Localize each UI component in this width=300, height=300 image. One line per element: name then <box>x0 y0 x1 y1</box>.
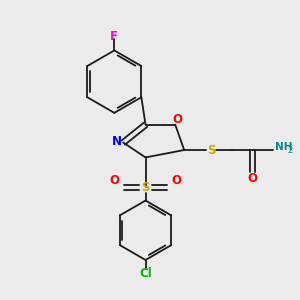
Text: Cl: Cl <box>139 267 152 280</box>
Text: S: S <box>207 143 215 157</box>
Text: F: F <box>110 30 118 43</box>
Text: S: S <box>141 181 150 194</box>
Text: O: O <box>248 172 257 185</box>
Text: O: O <box>172 174 182 187</box>
Text: O: O <box>109 174 119 187</box>
Text: NH: NH <box>275 142 292 152</box>
Text: 2: 2 <box>287 146 292 154</box>
Text: O: O <box>172 113 183 126</box>
Text: N: N <box>112 135 122 148</box>
